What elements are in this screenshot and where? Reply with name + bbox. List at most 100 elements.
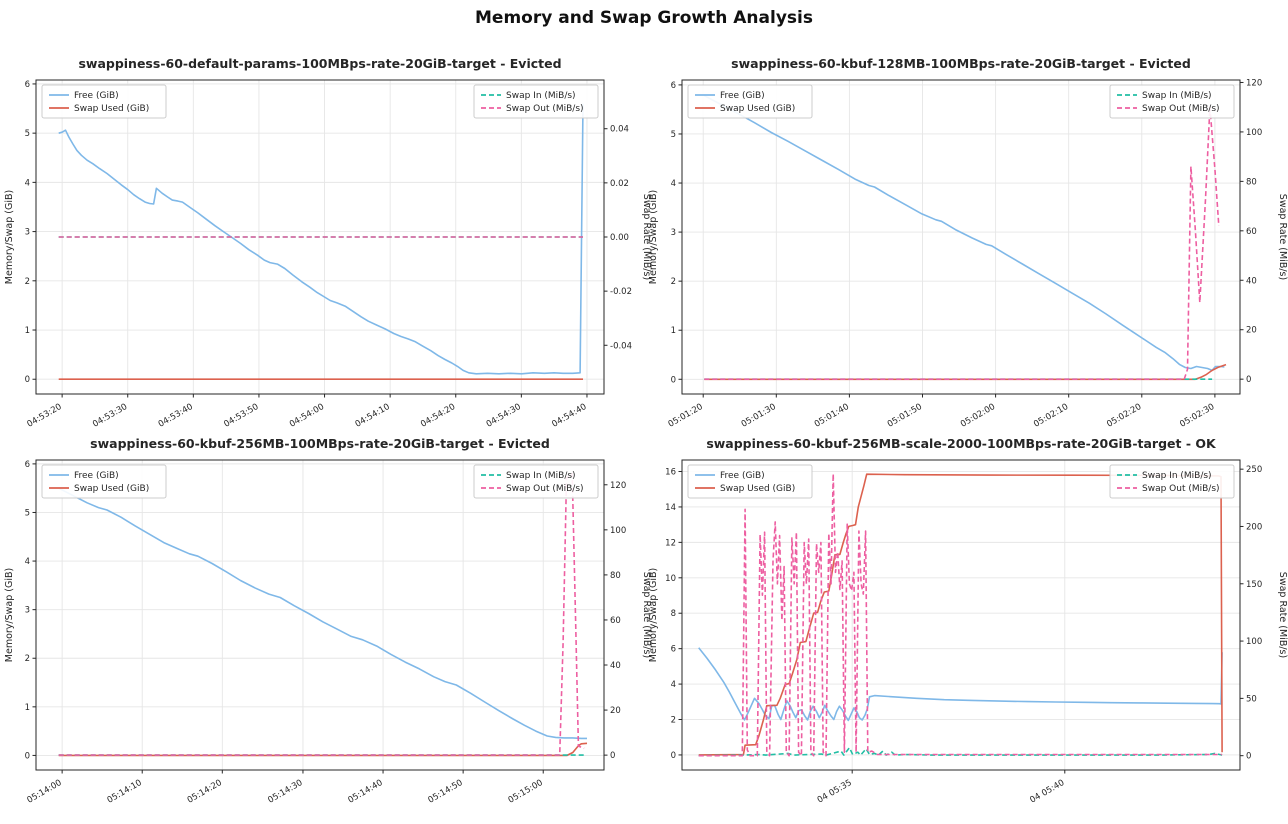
y2-tick-label: -0.02 xyxy=(610,287,632,297)
y2-tick-label: 0.04 xyxy=(610,125,629,135)
y2-tick-label: 100 xyxy=(1246,128,1262,138)
swap-out-line xyxy=(58,472,585,756)
y-tick-label: 10 xyxy=(665,574,676,584)
y-tick-label: 3 xyxy=(25,228,30,238)
y-tick-label: 2 xyxy=(25,654,30,664)
y-tick-label: 12 xyxy=(665,538,676,548)
plot-border xyxy=(681,79,1241,395)
chart-panel-top-right: swappiness-60-kbuf-128MB-100MBps-rate-20… xyxy=(648,56,1288,430)
legend-memory: Free (GiB) Swap Used (GiB) xyxy=(41,84,167,119)
y2-tick-label: 20 xyxy=(1246,326,1257,336)
legend-memory: Free (GiB) Swap Used (GiB) xyxy=(687,84,813,119)
legend-label: Free (GiB) xyxy=(74,471,119,481)
y2-tick-label: 200 xyxy=(1246,522,1262,532)
x-tick-label: 05:15:00 xyxy=(507,778,545,806)
legend-label: Swap Out (MiB/s) xyxy=(1142,484,1220,494)
y-tick-label: 6 xyxy=(671,645,676,655)
y-tick-label: 4 xyxy=(671,179,676,189)
legend-label: Swap Used (GiB) xyxy=(74,104,149,114)
plot-border xyxy=(681,459,1241,771)
y2-axis-label: Swap Rate (MiB/s) xyxy=(1277,194,1288,280)
legend-label: Free (GiB) xyxy=(74,91,119,101)
y2-tick-label: 0 xyxy=(1246,375,1251,385)
y-tick-label: 0 xyxy=(671,375,676,385)
y-tick-label: 2 xyxy=(671,716,676,726)
x-tick-label: 04 05:35 xyxy=(816,778,854,806)
y2-tick-label: 60 xyxy=(1246,227,1257,237)
y2-tick-label: 0 xyxy=(610,751,615,761)
y-tick-label: 5 xyxy=(25,508,30,518)
legend-label: Swap In (MiB/s) xyxy=(1142,91,1212,101)
legend-label: Swap Out (MiB/s) xyxy=(1142,104,1220,114)
y-tick-label: 1 xyxy=(671,326,676,336)
y-tick-label: 0 xyxy=(25,375,30,385)
y-tick-label: 3 xyxy=(671,228,676,238)
chart-title: swappiness-60-kbuf-128MB-100MBps-rate-20… xyxy=(731,56,1191,71)
legend-label: Free (GiB) xyxy=(720,471,765,481)
chart-title: swappiness-60-kbuf-256MB-scale-2000-100M… xyxy=(706,436,1217,451)
y2-tick-label: 0.02 xyxy=(610,179,629,189)
free-line xyxy=(703,94,1225,372)
legend-label: Free (GiB) xyxy=(720,91,765,101)
y2-tick-label: 120 xyxy=(610,481,626,491)
y-tick-label: 1 xyxy=(25,703,30,713)
swap-used-line xyxy=(704,363,1227,381)
y-tick-label: 2 xyxy=(25,277,30,287)
y2-tick-label: 40 xyxy=(1246,276,1257,286)
y2-tick-label: 20 xyxy=(610,706,621,716)
y2-tick-label: -0.04 xyxy=(610,341,632,351)
y2-tick-label: 100 xyxy=(610,526,626,536)
legend-label: Swap In (MiB/s) xyxy=(506,91,576,101)
y2-axis-label: Swap Rate (MiB/s) xyxy=(1277,572,1288,658)
x-tick-label: 05:14:40 xyxy=(346,778,384,806)
legend-label: Swap Out (MiB/s) xyxy=(506,104,584,114)
y-tick-label: 6 xyxy=(25,460,30,470)
legend-swap-rate: Swap In (MiB/s) Swap Out (MiB/s) xyxy=(473,464,599,499)
y-tick-label: 5 xyxy=(671,130,676,140)
page-title: Memory and Swap Growth Analysis xyxy=(475,8,813,28)
legend-label: Swap Used (GiB) xyxy=(720,484,795,494)
swap-out-line xyxy=(704,106,1220,380)
legend-memory: Free (GiB) Swap Used (GiB) xyxy=(687,464,813,499)
x-tick-label: 05:14:50 xyxy=(427,778,465,806)
legend-label: Swap Used (GiB) xyxy=(74,484,149,494)
x-tick-label: 05:14:30 xyxy=(266,778,304,806)
grid xyxy=(36,460,604,770)
y-tick-label: 2 xyxy=(671,277,676,287)
chart-title: swappiness-60-kbuf-256MB-100MBps-rate-20… xyxy=(90,436,550,451)
y-tick-label: 0 xyxy=(25,751,30,761)
x-tick-label: 05:14:20 xyxy=(186,778,224,806)
x-tick-label: 05:14:10 xyxy=(106,778,144,806)
free-line xyxy=(698,647,1223,722)
plot-border xyxy=(35,459,605,771)
y-tick-label: 0 xyxy=(671,751,676,761)
y2-tick-label: 80 xyxy=(1246,177,1257,187)
y2-tick-label: 50 xyxy=(1246,694,1257,704)
legend-swap-rate: Swap In (MiB/s) Swap Out (MiB/s) xyxy=(1109,464,1235,499)
legend-label: Swap In (MiB/s) xyxy=(1142,471,1212,481)
y-tick-label: 8 xyxy=(671,609,676,619)
y2-tick-label: 0.00 xyxy=(610,233,629,243)
y2-tick-label: 150 xyxy=(1246,580,1262,590)
y2-tick-label: 100 xyxy=(1246,637,1262,647)
y-tick-label: 4 xyxy=(25,178,30,188)
x-tick-label: 04 05:40 xyxy=(1028,778,1066,806)
legend-label: Swap Out (MiB/s) xyxy=(506,484,584,494)
swap-used-line xyxy=(58,742,588,757)
swap-in-line xyxy=(698,746,1223,757)
y-tick-label: 14 xyxy=(665,503,676,513)
y2-tick-label: 0 xyxy=(1246,752,1251,762)
y-tick-label: 3 xyxy=(25,606,30,616)
y2-tick-label: 250 xyxy=(1246,465,1262,475)
y-axis-label: Memory/Swap (GiB) xyxy=(4,568,15,662)
y2-axis-label: Swap Rate (MiB/s) xyxy=(641,194,652,280)
chart-panel-top-left: swappiness-60-default-params-100MBps-rat… xyxy=(4,56,652,430)
legend-label: Swap Used (GiB) xyxy=(720,104,795,114)
legend-memory: Free (GiB) Swap Used (GiB) xyxy=(41,464,167,499)
y-axis-label: Memory/Swap (GiB) xyxy=(648,190,659,284)
legend-swap-rate: Swap In (MiB/s) Swap Out (MiB/s) xyxy=(473,84,599,119)
